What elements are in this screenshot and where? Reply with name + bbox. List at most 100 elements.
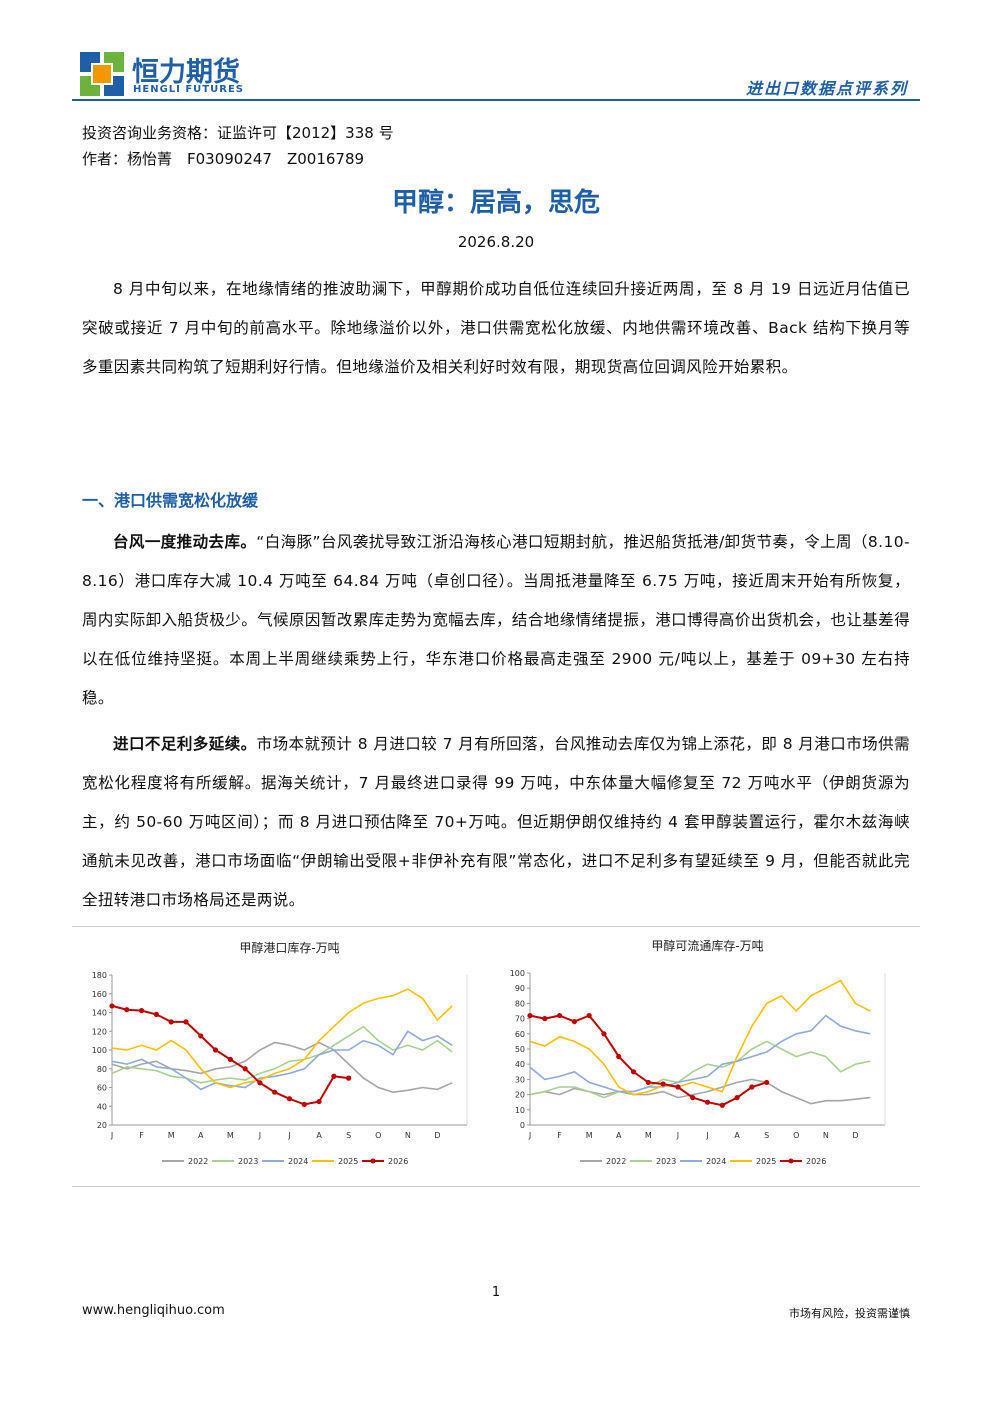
x-tick-label: J	[528, 1131, 531, 1140]
point	[183, 1019, 189, 1025]
legend-swatch	[788, 1158, 794, 1164]
point	[690, 1095, 696, 1101]
y-tick-label: 20	[515, 1091, 525, 1100]
y-tick-label: 80	[515, 999, 525, 1008]
y-tick-label: 40	[515, 1060, 525, 1069]
point	[242, 1066, 248, 1072]
point	[645, 1079, 651, 1086]
lead: 进口不足利多延续。	[113, 735, 257, 753]
x-tick-label: M	[645, 1131, 652, 1140]
series-title: 进出口数据点评系列	[745, 79, 908, 98]
y-tick-label: 140	[92, 1009, 107, 1018]
point	[316, 1098, 322, 1105]
point	[601, 1031, 607, 1037]
point	[227, 1056, 233, 1062]
legend-label: 2024	[288, 1157, 308, 1166]
x-tick-label: A	[734, 1131, 740, 1140]
x-tick-label: O	[793, 1131, 799, 1140]
intro: 8 月中旬以来，在地缘情绪的推波助澜下，甲醇期价成功自低位连续回升接近两周，至 …	[82, 280, 910, 376]
x-tick-label: A	[316, 1131, 322, 1140]
rule	[72, 926, 920, 927]
title: 甲醇：居高，思危	[391, 188, 600, 218]
y-tick-label: 120	[92, 1027, 107, 1036]
section-heading: 一、港口供需宽松化放缓	[82, 491, 259, 510]
x-tick-label: J	[110, 1131, 113, 1140]
y-tick-label: 100	[510, 969, 525, 978]
y-tick-label: 80	[97, 1065, 107, 1074]
point	[675, 1084, 681, 1090]
website: www.hengliqihuo.com	[82, 1303, 225, 1318]
brand: 恒力期货	[132, 57, 240, 88]
paragraph: 台风一度推动去库。“白海豚”台风袭扰导致江浙沿海核心港口短期封航，推迟船货抵港/…	[82, 523, 910, 718]
point	[719, 1102, 725, 1108]
series-line	[111, 988, 453, 1089]
x-tick-label: D	[852, 1131, 858, 1140]
x-tick-label: F	[557, 1131, 562, 1140]
y-tick-label: 60	[97, 1084, 107, 1093]
rule	[72, 1186, 920, 1187]
point	[616, 1054, 622, 1060]
point	[286, 1096, 293, 1102]
chart-title: 甲醇可流通库存-万吨	[651, 938, 763, 953]
x-tick-label: S	[764, 1131, 769, 1140]
point	[660, 1081, 666, 1087]
point	[109, 1003, 115, 1009]
x-tick-label: M	[227, 1131, 234, 1140]
point	[542, 1016, 548, 1022]
x-tick-label: A	[198, 1131, 204, 1140]
point	[704, 1099, 711, 1105]
y-tick-label: 100	[92, 1046, 107, 1055]
y-tick-label: 30	[515, 1075, 525, 1084]
series-line	[111, 1041, 453, 1094]
y-tick-label: 20	[97, 1121, 107, 1130]
chart-title: 甲醇港口库存-万吨	[239, 940, 339, 955]
brand-en: HENGLI FUTURES	[133, 84, 244, 95]
point	[630, 1069, 637, 1075]
point	[153, 1011, 159, 1017]
point	[301, 1101, 307, 1107]
legend-label: 2026	[806, 1157, 826, 1166]
lead: 台风一度推动去库。	[113, 533, 257, 551]
point	[586, 1012, 592, 1019]
x-tick-label: M	[168, 1131, 175, 1140]
y-tick-label: 10	[515, 1106, 525, 1115]
header-rule	[72, 99, 920, 101]
series-line	[111, 1025, 453, 1084]
point	[272, 1089, 278, 1095]
x-tick-label: F	[139, 1131, 144, 1140]
series-line	[529, 979, 871, 1096]
legend-label: 2025	[338, 1157, 358, 1166]
x-tick-label: J	[287, 1131, 290, 1140]
legend-label: 2023	[238, 1157, 258, 1166]
chart: 甲醇可流通库存-万吨 0 10 20 30 40 50 60 70 80 90 100 J F M A M J J A…	[510, 938, 886, 1166]
series-line	[111, 1004, 349, 1106]
legend-label: 2022	[188, 1157, 208, 1166]
chart: 甲醇港口库存-万吨 20 40 60 80 100 120 140 160 180 J F M A M J J A…	[92, 940, 468, 1166]
y-tick-label: 40	[97, 1102, 107, 1111]
legend-swatch	[370, 1158, 376, 1164]
point	[734, 1095, 740, 1101]
legend-label: 2026	[388, 1157, 408, 1166]
y-tick-label: 50	[515, 1045, 525, 1054]
y-tick-label: 0	[520, 1121, 525, 1130]
x-tick-label: A	[616, 1131, 622, 1140]
legend-label: 2023	[656, 1157, 676, 1166]
point	[124, 1007, 130, 1013]
page-number: 1	[491, 1285, 501, 1300]
series-line	[111, 1030, 453, 1091]
qualification: 投资咨询业务资格：证监许可【2012】338 号	[82, 124, 394, 142]
y-tick-label: 180	[92, 971, 107, 980]
point	[764, 1079, 770, 1086]
x-tick-label: O	[375, 1131, 381, 1140]
y-tick-label: 70	[515, 1015, 525, 1024]
disclaimer: 市场有风险，投资需谨慎	[789, 1307, 910, 1320]
x-tick-label: J	[676, 1131, 679, 1140]
legend-label: 2022	[606, 1157, 626, 1166]
legend-label: 2025	[756, 1157, 776, 1166]
point	[749, 1084, 755, 1090]
point	[346, 1075, 352, 1081]
y-tick-label: 160	[92, 990, 107, 999]
y-tick-label: 90	[515, 984, 525, 993]
legend-label: 2024	[706, 1157, 726, 1166]
